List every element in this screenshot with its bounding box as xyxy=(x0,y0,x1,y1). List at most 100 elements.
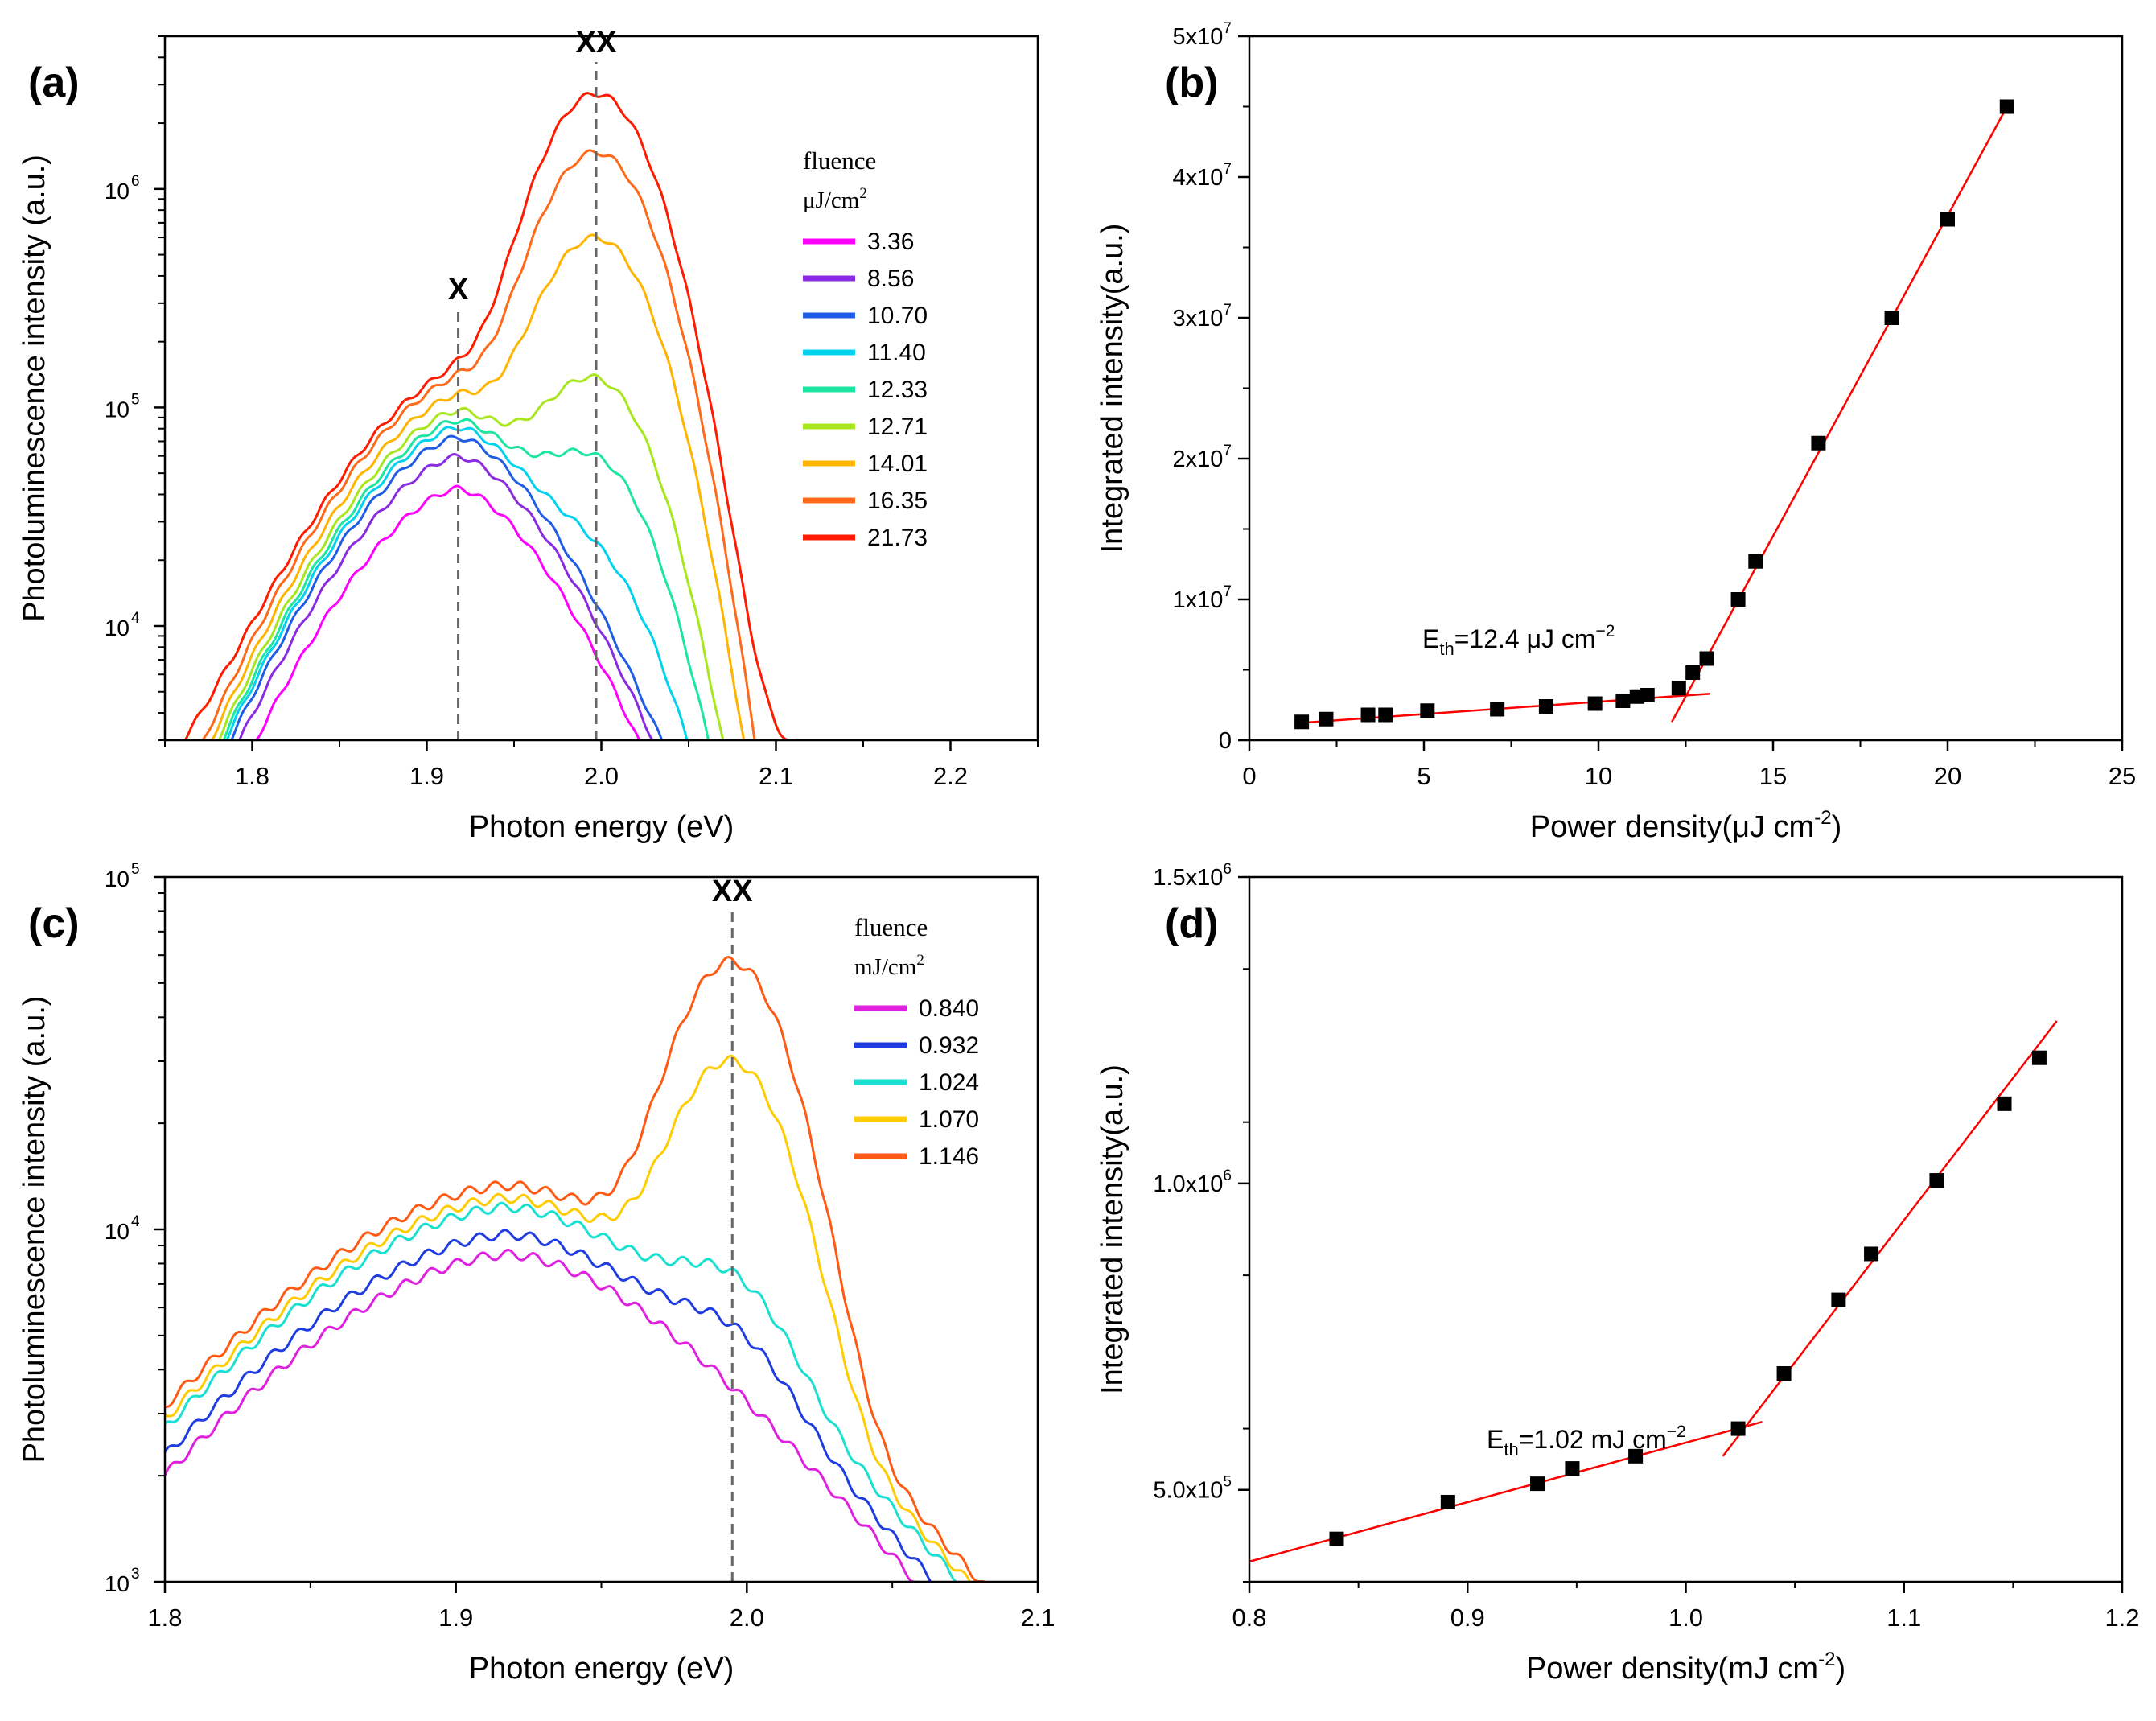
series-line-21.73 xyxy=(183,92,790,740)
x-tick-label: 1.8 xyxy=(235,762,270,790)
data-point xyxy=(1360,707,1376,723)
data-point xyxy=(2031,1050,2047,1065)
series-line-12.33 xyxy=(222,418,710,740)
panel-label: (b) xyxy=(1165,60,1218,106)
y-tick-label: 10 xyxy=(105,397,130,422)
y-tick-exponent: 5 xyxy=(131,391,140,408)
data-point xyxy=(1628,1448,1644,1464)
x-tick-label: 1.9 xyxy=(438,1604,473,1632)
x-tick-label: 1.9 xyxy=(409,762,444,790)
data-point xyxy=(1730,592,1746,607)
data-point xyxy=(1685,665,1701,680)
data-point xyxy=(1999,99,2014,114)
legend-entry: 1.024 xyxy=(919,1069,979,1096)
y-tick-label: 10 xyxy=(105,867,130,891)
y-tick-label: 10 xyxy=(105,616,130,640)
series-line-8.56 xyxy=(238,452,654,740)
legend-entry: 21.73 xyxy=(867,525,928,551)
peak-label: X xyxy=(448,273,469,307)
legend-entry: 12.33 xyxy=(867,377,928,403)
data-point xyxy=(1329,1531,1344,1546)
x-tick-label: 25 xyxy=(2109,762,2136,790)
data-point xyxy=(1294,714,1310,730)
y-tick-exponent: 3 xyxy=(131,1566,140,1583)
y-tick-label: 2x107 xyxy=(1173,443,1232,472)
y-axis-label: Integrated intensity(a.u.) xyxy=(1096,1064,1129,1394)
y-tick-label: 10 xyxy=(105,1219,130,1244)
x-tick-label: 0.9 xyxy=(1450,1604,1485,1632)
legend-unit: μJ/cm2 xyxy=(803,185,867,213)
y-tick-label: 10 xyxy=(105,179,130,204)
data-point xyxy=(1811,435,1826,451)
series-group xyxy=(183,92,790,740)
data-point xyxy=(1378,707,1393,723)
y-axis-label: Photoluminescence intensity (a.u.) xyxy=(18,996,51,1464)
series-line-0.840 xyxy=(165,1248,922,1582)
y-tick-label: 1.0x106 xyxy=(1153,1167,1232,1197)
plot-frame xyxy=(1248,35,2124,742)
series-line-12.71 xyxy=(217,373,725,740)
y-tick-label: 5x107 xyxy=(1173,20,1232,50)
legend-entry: 16.35 xyxy=(867,488,928,514)
data-point xyxy=(1730,1421,1746,1436)
legend-entry: 12.71 xyxy=(867,414,928,440)
chart-panel-d: 0.8 0.9 1.0 1.1 1.2 5.0x105 1.0x106 1.5x106 Powe… xyxy=(1096,861,2140,1686)
y-tick-label: 4x107 xyxy=(1173,161,1232,191)
x-axis-label: Photon energy (eV) xyxy=(469,1652,734,1686)
x-tick-label: 15 xyxy=(1759,762,1787,790)
y-tick-exponent: 6 xyxy=(131,173,140,190)
data-point xyxy=(1440,1494,1455,1509)
series-line-0.932 xyxy=(165,1229,932,1582)
x-tick-label: 1.8 xyxy=(147,1604,182,1632)
series-line-1.146 xyxy=(165,955,987,1582)
series-line-3.36 xyxy=(254,484,641,740)
data-point xyxy=(1565,1461,1580,1476)
series-line-1.024 xyxy=(165,1201,963,1582)
x-tick-label: 2.2 xyxy=(933,762,968,790)
legend-entry: 14.01 xyxy=(867,451,928,477)
y-tick-label: 0 xyxy=(1219,728,1232,754)
y-tick-label: 1x107 xyxy=(1173,583,1232,613)
data-point xyxy=(1699,651,1714,666)
panel-label: (c) xyxy=(28,900,80,947)
x-tick-label: 2.1 xyxy=(759,762,793,790)
peak-label: XX xyxy=(712,875,753,908)
data-point xyxy=(1831,1292,1846,1307)
legend-entry: 0.932 xyxy=(919,1032,979,1059)
y-tick-exponent: 4 xyxy=(131,610,140,627)
data-point xyxy=(1615,694,1631,708)
threshold-annotation: Eth=1.02 mJ cm−2 xyxy=(1487,1423,1686,1460)
chart-panel-b: 0 5 10 15 20 25 0 1x107 2x107 3x107 4x107 5x107 Powe… xyxy=(1096,20,2136,844)
x-tick-label: 5 xyxy=(1417,762,1430,790)
y-tick-label: 10 xyxy=(105,1571,130,1596)
y-axis-label: Photoluminescence intensity (a.u.) xyxy=(18,154,51,622)
legend-unit: mJ/cm2 xyxy=(854,952,924,980)
data-point xyxy=(1748,554,1763,569)
x-tick-label: 0.8 xyxy=(1232,1604,1266,1632)
legend-entry: 8.56 xyxy=(867,266,914,292)
data-point xyxy=(1997,1096,2012,1111)
plot-frame xyxy=(1248,875,2124,1583)
y-tick-exponent: 5 xyxy=(131,861,140,878)
series-line-16.35 xyxy=(201,149,756,740)
legend-entry: 3.36 xyxy=(867,229,914,255)
panel-label: (d) xyxy=(1165,900,1218,947)
legend-entry: 1.070 xyxy=(919,1106,979,1133)
data-point xyxy=(1587,696,1603,711)
x-tick-label: 0 xyxy=(1242,762,1256,790)
data-point xyxy=(1940,212,1955,227)
threshold-annotation: Eth=12.4 μJ cm−2 xyxy=(1422,622,1615,659)
legend-entry: 11.40 xyxy=(867,340,926,366)
fit-line xyxy=(1671,105,2008,723)
data-point xyxy=(1864,1246,1879,1262)
data-point xyxy=(1640,688,1655,702)
data-point xyxy=(1538,699,1553,714)
plot-frame xyxy=(163,875,1039,1583)
data-point xyxy=(1319,711,1334,727)
series-line-10.70 xyxy=(230,434,664,740)
y-axis-label: Integrated intensity(a.u.) xyxy=(1096,224,1129,554)
data-point xyxy=(1530,1476,1545,1492)
